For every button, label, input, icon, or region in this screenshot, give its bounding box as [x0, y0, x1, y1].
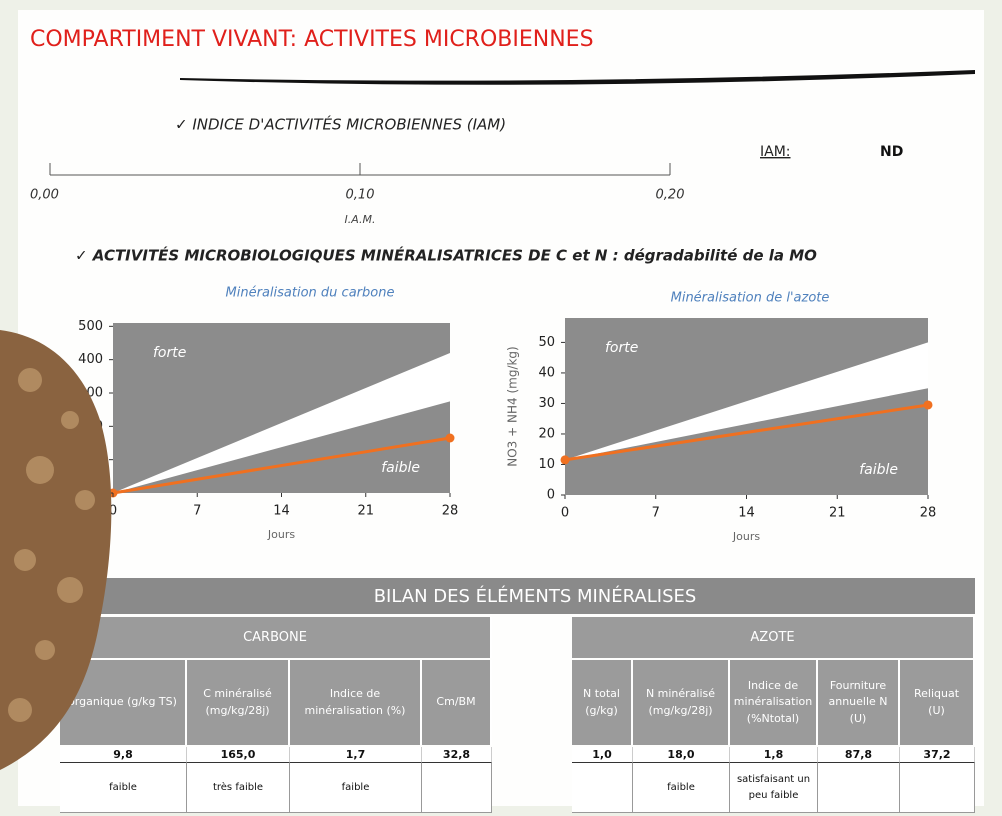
- value-cell: 1,0: [572, 747, 633, 763]
- y-tick-label: 40: [538, 365, 555, 380]
- iam-result-value: ND: [880, 144, 903, 160]
- value-cell: 165,0: [187, 747, 290, 763]
- series-point: [446, 434, 455, 443]
- value-cell: 1,8: [730, 747, 818, 763]
- rating-cell: faible: [633, 763, 730, 813]
- iam-result-label: IAM:: [760, 144, 791, 160]
- rating-cell: [900, 763, 975, 813]
- column-header: Reliquat (U): [900, 660, 975, 745]
- value-cell: 1,7: [290, 747, 422, 763]
- x-tick-label: 28: [442, 504, 459, 519]
- rating-cell: satisfaisant un peu faible: [730, 763, 818, 813]
- column-header: C minéralisé (mg/kg/28j): [187, 660, 290, 745]
- value-cell: 87,8: [818, 747, 900, 763]
- iam-heading: ✓ INDICE D'ACTIVITÉS MICROBIENNES (IAM): [175, 115, 506, 134]
- y-tick-label: 100: [78, 452, 103, 467]
- x-tick-label: 21: [357, 504, 374, 519]
- y-tick-label: 0: [95, 486, 103, 501]
- column-header: Fourniture annuelle N (U): [818, 660, 900, 745]
- y-tick-label: 400: [78, 352, 103, 367]
- value-cell: 37,2: [900, 747, 975, 763]
- iam-tick-label: 0,20: [656, 188, 685, 203]
- rating-cell: [422, 763, 492, 813]
- iam-axis-label: I.A.M.: [345, 213, 376, 226]
- band-label: forte: [153, 345, 186, 361]
- column-header: Indice de minéralisation (%): [290, 660, 422, 745]
- x-axis-label: Jours: [732, 530, 760, 543]
- column-header: N total (g/kg): [572, 660, 633, 745]
- chart-title: Minéralisation de l'azote: [671, 291, 830, 306]
- column-header: organique (g/kg TS): [60, 660, 187, 745]
- rating-cell: faible: [60, 763, 187, 813]
- iam-tick-label: 0,10: [346, 188, 375, 203]
- rating-cell: très faible: [187, 763, 290, 813]
- band-label: forte: [605, 340, 638, 356]
- y-axis-label: NO3 + NH4 (mg/kg): [506, 346, 520, 466]
- column-header: N minéralisé (mg/kg/28j): [633, 660, 730, 745]
- column-header: Indice de minéralisation (%Ntotal): [730, 660, 818, 745]
- y-tick-label: 500: [78, 319, 103, 334]
- group-header: CARBONE: [60, 617, 492, 658]
- rating-cell: faible: [290, 763, 422, 813]
- value-cell: 9,8: [60, 747, 187, 763]
- x-tick-label: 7: [193, 504, 201, 519]
- chart-title: Minéralisation du carbone: [226, 286, 395, 301]
- y-tick-label: 50: [538, 335, 555, 350]
- x-tick-label: 14: [738, 506, 755, 521]
- page-title: COMPARTIMENT VIVANT: ACTIVITES MICROBIEN…: [30, 27, 594, 52]
- group-header: AZOTE: [572, 617, 975, 658]
- x-tick-label: 14: [273, 504, 290, 519]
- rating-cell: [818, 763, 900, 813]
- band-label: faible: [381, 460, 420, 476]
- rating-cell: [572, 763, 633, 813]
- table-title: BILAN DES ÉLÉMENTS MINÉRALISES: [95, 578, 975, 614]
- x-tick-label: 7: [652, 506, 660, 521]
- x-axis-label: Jours: [267, 528, 295, 541]
- value-cell: 18,0: [633, 747, 730, 763]
- series-point: [561, 455, 570, 464]
- value-cell: 32,8: [422, 747, 492, 763]
- y-tick-label: 0: [547, 488, 555, 503]
- y-tick-label: 20: [538, 426, 555, 441]
- y-tick-label: 200: [78, 419, 103, 434]
- x-tick-label: 28: [920, 506, 937, 521]
- page: COMPARTIMENT VIVANT: ACTIVITES MICROBIEN…: [0, 0, 1002, 816]
- iam-tick-label: 0,00: [30, 188, 59, 203]
- y-tick-label: 30: [538, 396, 555, 411]
- y-tick-label: 300: [78, 386, 103, 401]
- y-tick-label: 10: [538, 457, 555, 472]
- x-tick-label: 0: [561, 506, 569, 521]
- x-tick-label: 0: [109, 504, 117, 519]
- section-heading: ✓ ACTIVITÉS MICROBIOLOGIQUES MINÉRALISAT…: [75, 246, 817, 265]
- x-tick-label: 21: [829, 506, 846, 521]
- column-header: Cm/BM: [422, 660, 492, 745]
- band-label: faible: [859, 462, 898, 478]
- series-point: [924, 400, 933, 409]
